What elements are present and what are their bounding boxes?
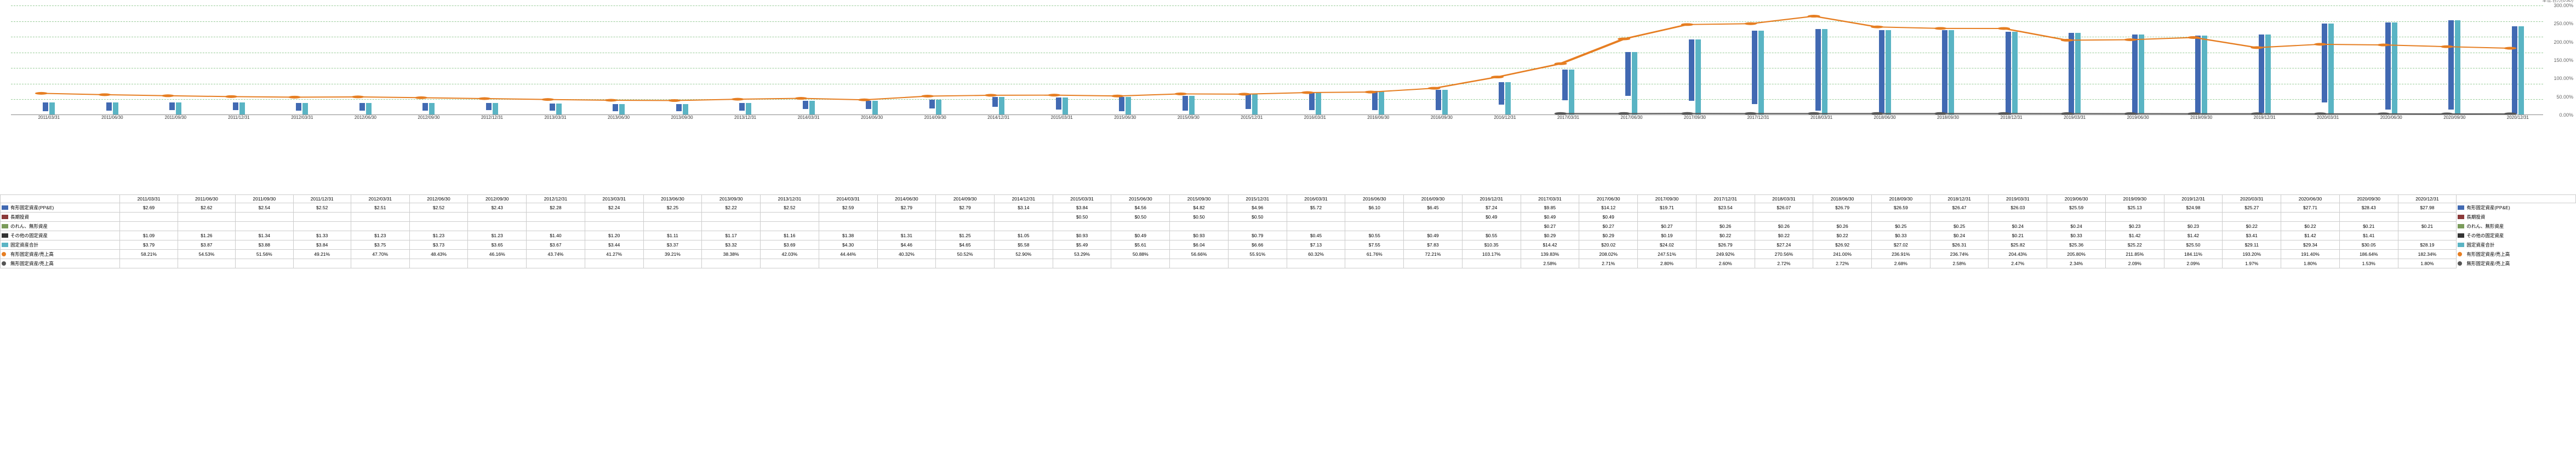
- row-label-total: 固定資産合計: [1, 240, 120, 250]
- row-label-ratio2: 無形固定資産/売上高: [1, 259, 120, 268]
- row-label-ratio1: 有形固定資産/売上高: [1, 250, 120, 259]
- data-table: 2011/03/312011/06/302011/09/302011/12/31…: [0, 194, 2576, 268]
- plot: 単位:百万(USD) $0$5$10$15$20$25$30$35 0.00%5…: [11, 5, 2543, 115]
- row-label-other: その他の固定資産: [1, 231, 120, 240]
- x-axis: 2011/03/312011/06/302011/09/302011/12/31…: [11, 115, 2543, 129]
- chart-area: 単位:百万(USD) $0$5$10$15$20$25$30$35 0.00%5…: [0, 0, 2576, 192]
- row-label-ppe: 有形固定資産(PP&E): [1, 203, 120, 213]
- row-label-goodwill: のれん、無形資産: [1, 222, 120, 231]
- row-label-long_term: 長期投資: [1, 213, 120, 222]
